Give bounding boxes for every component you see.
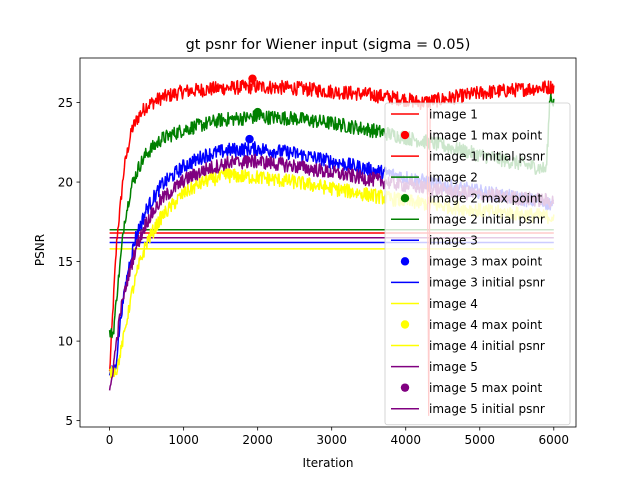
legend-box [384, 102, 571, 426]
legend-swatch-max-point-3 [400, 257, 410, 266]
x-tick-label-0: 0 [106, 433, 114, 447]
x-tick-label-6000: 6000 [539, 433, 570, 447]
max-point-image-1 [248, 74, 257, 83]
legend-label-max-point-2: image 2 max point [429, 192, 542, 206]
max-point-image-4 [223, 168, 233, 177]
legend-label-initial-psnr-5: image 5 initial psnr [429, 402, 545, 416]
legend-label-max-point-3: image 3 max point [429, 255, 542, 269]
legend-label-series-5: image 5 [429, 360, 478, 374]
chart-title: gt psnr for Wiener input (sigma = 0.05) [186, 37, 471, 53]
x-tick-label-3000: 3000 [316, 433, 347, 447]
x-axis-title: Iteration [303, 456, 354, 470]
max-point-image-5 [242, 155, 251, 164]
y-tick-label-15: 15 [58, 255, 73, 269]
x-tick-label-1000: 1000 [168, 433, 199, 447]
legend-swatch-max-point-5 [400, 383, 410, 392]
legend-label-initial-psnr-3: image 3 initial psnr [429, 276, 545, 290]
legend-label-max-point-4: image 4 max point [429, 318, 542, 332]
legend-label-series-3: image 3 [429, 234, 478, 248]
legend-label-max-point-1: image 1 max point [429, 128, 542, 142]
legend-label-series-4: image 4 [429, 297, 478, 311]
y-axis-title: PSNR [33, 234, 47, 266]
legend-label-series-2: image 2 [429, 170, 478, 184]
axes: 0 1000 2000 3000 4000 5000 6000 5 10 15 20 25 [58, 57, 577, 447]
y-tick-label-20: 20 [58, 175, 73, 189]
x-tick-label-2000: 2000 [242, 433, 273, 447]
legend-label-max-point-5: image 5 max point [429, 381, 542, 395]
y-tick-label-5: 5 [65, 414, 73, 428]
max-point-image-3 [245, 134, 254, 144]
axes-frame [79, 57, 577, 428]
legend-label-series-1: image 1 [429, 107, 478, 121]
legend-swatch-max-point-4 [400, 320, 410, 329]
x-tick-label-4000: 4000 [390, 433, 421, 447]
legend-label-initial-psnr-4: image 4 initial psnr [429, 339, 545, 353]
legend-label-initial-psnr-2: image 2 initial psnr [429, 213, 545, 227]
x-tick-label-5000: 5000 [464, 433, 495, 447]
y-tick-label-10: 10 [58, 334, 73, 348]
legend-label-initial-psnr-1: image 1 initial psnr [429, 149, 545, 163]
legend-swatch-max-point-1 [400, 130, 410, 140]
max-point-image-2 [253, 107, 262, 117]
legend-swatch-max-point-2 [400, 194, 410, 203]
series-line-image-1 [108, 79, 555, 372]
y-tick-label-25: 25 [58, 96, 73, 110]
legend: image 1 image 1 max point image 1 initial … [384, 102, 571, 426]
